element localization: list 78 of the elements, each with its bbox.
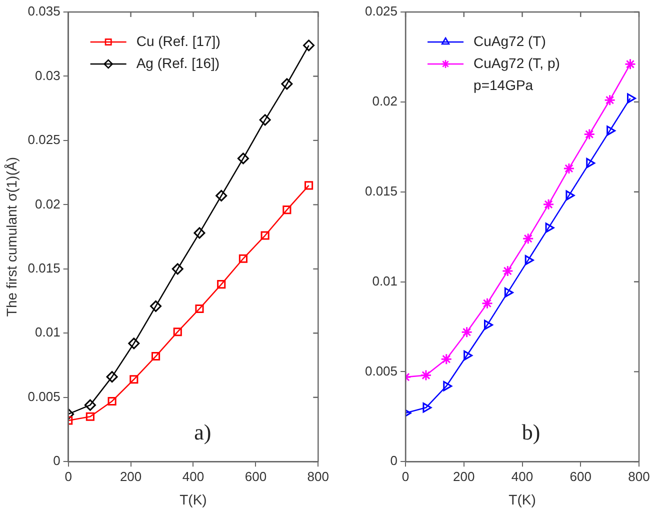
point [461,326,473,338]
point [237,152,249,164]
point [238,254,248,263]
point [522,232,534,244]
y-tick-label: 0.02 [372,94,398,108]
point [624,58,636,70]
x-tick-label: 0 [402,468,410,484]
point [194,227,206,239]
x-tick-label: 800 [307,468,330,484]
point [420,370,432,382]
point [173,328,182,336]
point [422,402,432,413]
x-tick-label: 800 [628,468,650,484]
annotation: p=14GPa [474,76,534,93]
y-tick-label: 0.01 [372,273,398,288]
point [464,350,473,361]
point [504,287,514,298]
x-tick-label: 600 [244,468,267,484]
point [108,396,116,406]
y-tick-label: 0.015 [364,183,398,198]
point [524,255,534,266]
point [260,231,270,240]
legend-label: CuAg72 (T, p) [474,54,560,71]
y-tick-label: 0.025 [364,4,398,19]
point [303,40,315,52]
x-tick-label: 400 [511,468,534,484]
point [130,375,138,384]
y-tick-label: 0.005 [364,363,398,378]
point [151,352,160,361]
point [128,338,140,350]
point [563,162,575,174]
x-axis-title: T(K) [180,491,207,508]
point [542,198,554,210]
y-tick-label: 0.03 [35,68,60,83]
point [606,126,616,136]
text: a) [194,420,212,445]
y-tick-label: 0.02 [35,196,60,212]
y-tick-label: 0 [53,453,60,468]
point [545,222,554,233]
point [484,320,493,330]
point [217,280,226,289]
legend-label: Cu (Ref. [17]) [136,32,220,49]
point [502,265,514,277]
legend-label: Ag (Ref. [16]) [136,54,220,71]
point [626,93,636,104]
point [440,353,452,365]
x-tick-label: 0 [64,468,72,484]
point [584,128,596,140]
x-axis-title: T(K) [508,491,536,508]
point [172,263,184,275]
text: b) [522,420,540,445]
point [443,380,452,392]
legend-label: CuAg72 (T) [474,32,546,49]
point [566,190,575,201]
y-tick-label: 0.01 [35,324,60,340]
y-tick-label: 0.015 [28,260,60,276]
y-axis-title: The first cumulant σ(1)(Å) [3,157,20,317]
point [195,304,204,314]
point [481,298,493,310]
point [84,399,96,411]
x-tick-label: 200 [453,468,475,484]
point [281,78,293,90]
y-tick-label: 0.005 [28,388,60,404]
point [304,181,314,190]
x-tick-label: 200 [120,468,142,484]
point [216,190,228,202]
point [586,158,596,168]
x-tick-label: 400 [182,468,204,484]
y-tick-label: 0.025 [28,132,60,148]
x-tick-label: 600 [570,468,592,484]
point [604,94,616,106]
point [106,371,118,383]
point [150,300,162,312]
point [259,114,271,126]
y-tick-label: 0 [390,453,398,468]
point [282,206,292,214]
y-tick-label: 0.035 [28,4,60,19]
point [86,412,94,421]
